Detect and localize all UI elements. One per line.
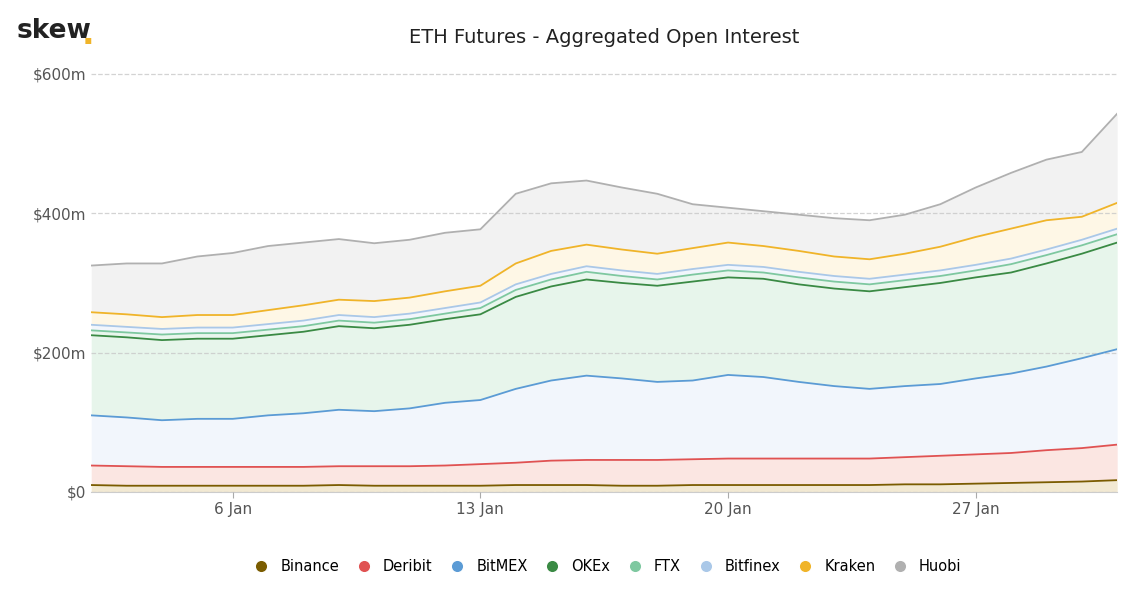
Legend: Binance, Deribit, BitMEX, OKEx, FTX, Bitfinex, Kraken, Huobi: Binance, Deribit, BitMEX, OKEx, FTX, Bit… (241, 553, 968, 580)
Text: skew: skew (17, 18, 92, 44)
Text: .: . (82, 18, 95, 51)
Title: ETH Futures - Aggregated Open Interest: ETH Futures - Aggregated Open Interest (409, 28, 799, 47)
